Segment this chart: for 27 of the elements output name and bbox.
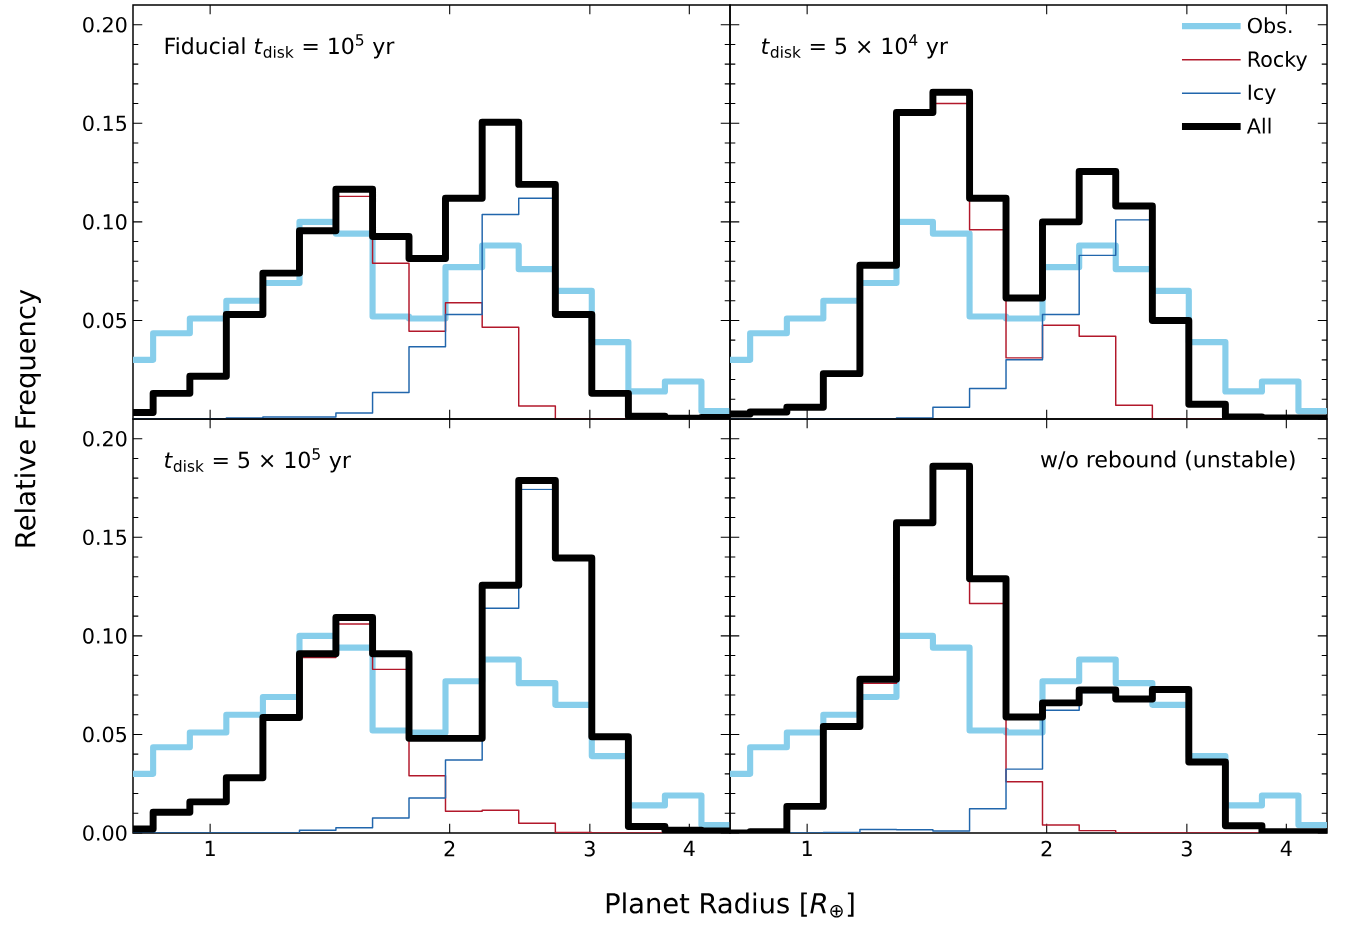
y-tick-label: 0.20	[83, 430, 127, 447]
annotation: Fiducial t$_{disk}$ = 10$^{5}$ yr	[165, 34, 395, 59]
y-tick-label: 0.05	[83, 312, 126, 329]
y-tick-label: 0.15	[83, 529, 126, 546]
y-tick-label: 0.05	[83, 726, 126, 743]
x-tick-label: 1	[802, 840, 812, 856]
x-tick-label: 3	[584, 840, 595, 857]
legend-label: Rocky	[1248, 50, 1308, 71]
x-tick-label: 4	[683, 840, 695, 856]
y-tick-label: 0.10	[83, 214, 127, 230]
y-tick-label: 0.10	[83, 628, 127, 644]
x-tick-label: 2	[1041, 840, 1052, 857]
x-tick-label: 3	[1181, 840, 1192, 857]
x-tick-label: 1	[205, 840, 215, 856]
y-tick-label: 0.15	[83, 115, 126, 132]
y-tick-label: 0.00	[83, 825, 127, 841]
annotation: t$_{disk}$ = 5 × 10$^{5}$ yr	[164, 448, 351, 473]
y-axis-title: Relative Frequency	[14, 289, 41, 547]
y-tick-label: 0.20	[83, 16, 127, 33]
legend-label: Obs.	[1247, 17, 1292, 34]
annotation: t$_{disk}$ = 5 × 10$^{4}$ yr	[762, 34, 948, 59]
legend-label: All	[1246, 117, 1271, 134]
legend-label: Icy	[1248, 84, 1276, 105]
x-tick-label: 2	[444, 840, 455, 857]
x-axis-title: Planet Radius [R$_{⊕}$]	[606, 892, 854, 918]
annotation: w/o rebound (unstable)	[1040, 450, 1295, 471]
x-tick-label: 4	[1280, 840, 1292, 856]
